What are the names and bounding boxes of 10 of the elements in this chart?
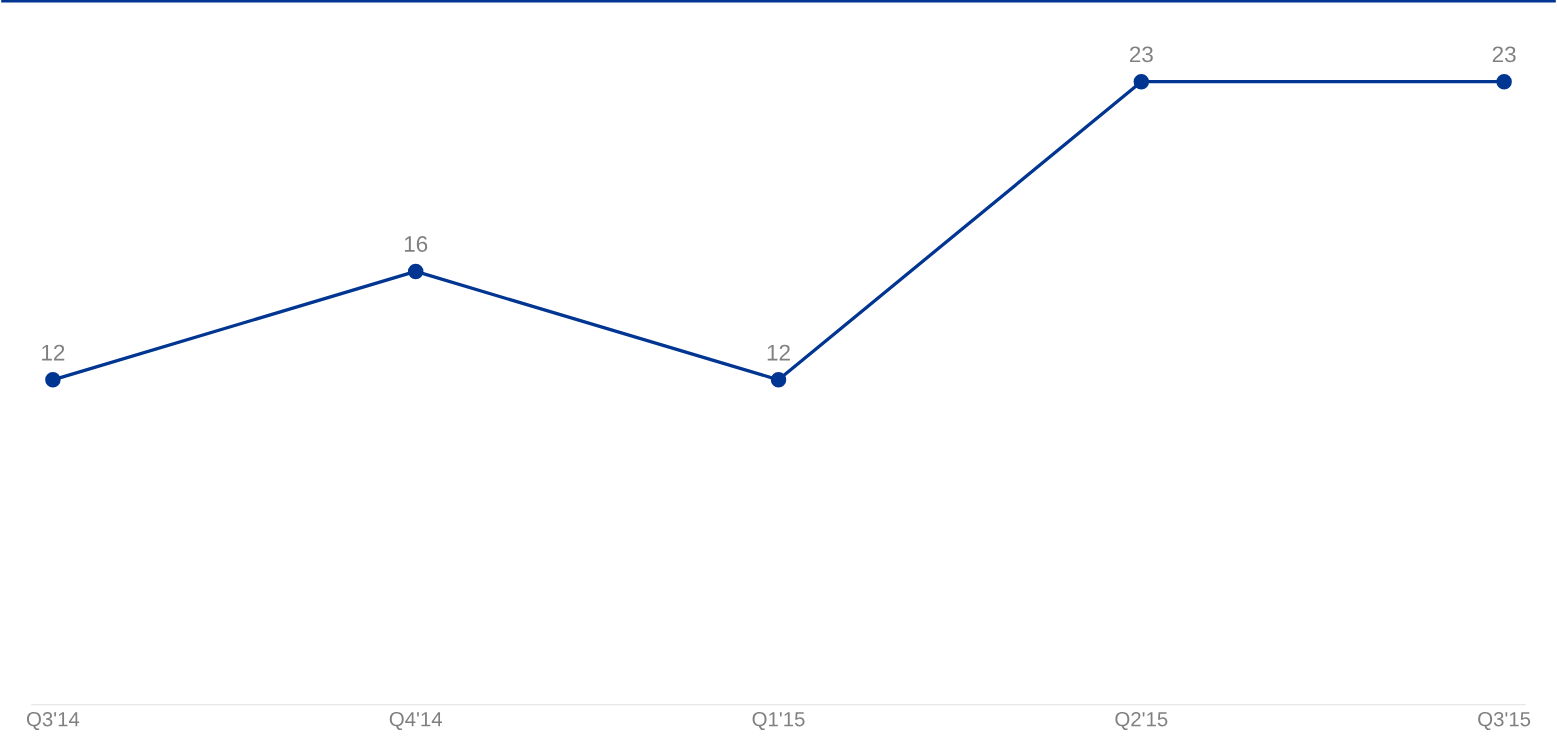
x-tick-label: Q3'15 [1478,712,1531,731]
x-tick-label: Q1'15 [752,712,805,731]
data-label: 16 [404,236,428,253]
x-tick-label: Q2'15 [1115,712,1168,731]
data-label: 12 [42,344,65,361]
x-tick-label: Q3'14 [26,712,80,731]
x-tick-label: Q4'14 [389,712,442,731]
data-label: 12 [767,344,790,361]
data-label: 23 [1492,46,1516,63]
data-label: 23 [1129,46,1153,63]
